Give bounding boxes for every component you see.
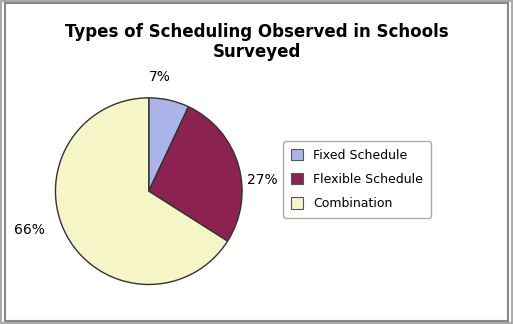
Wedge shape bbox=[55, 98, 228, 284]
Legend: Fixed Schedule, Flexible Schedule, Combination: Fixed Schedule, Flexible Schedule, Combi… bbox=[283, 141, 431, 218]
Text: 66%: 66% bbox=[14, 223, 45, 237]
Text: 27%: 27% bbox=[247, 173, 278, 187]
Wedge shape bbox=[149, 107, 242, 241]
Text: 7%: 7% bbox=[149, 70, 171, 84]
Wedge shape bbox=[149, 98, 188, 191]
Text: Types of Scheduling Observed in Schools
Surveyed: Types of Scheduling Observed in Schools … bbox=[65, 23, 448, 62]
